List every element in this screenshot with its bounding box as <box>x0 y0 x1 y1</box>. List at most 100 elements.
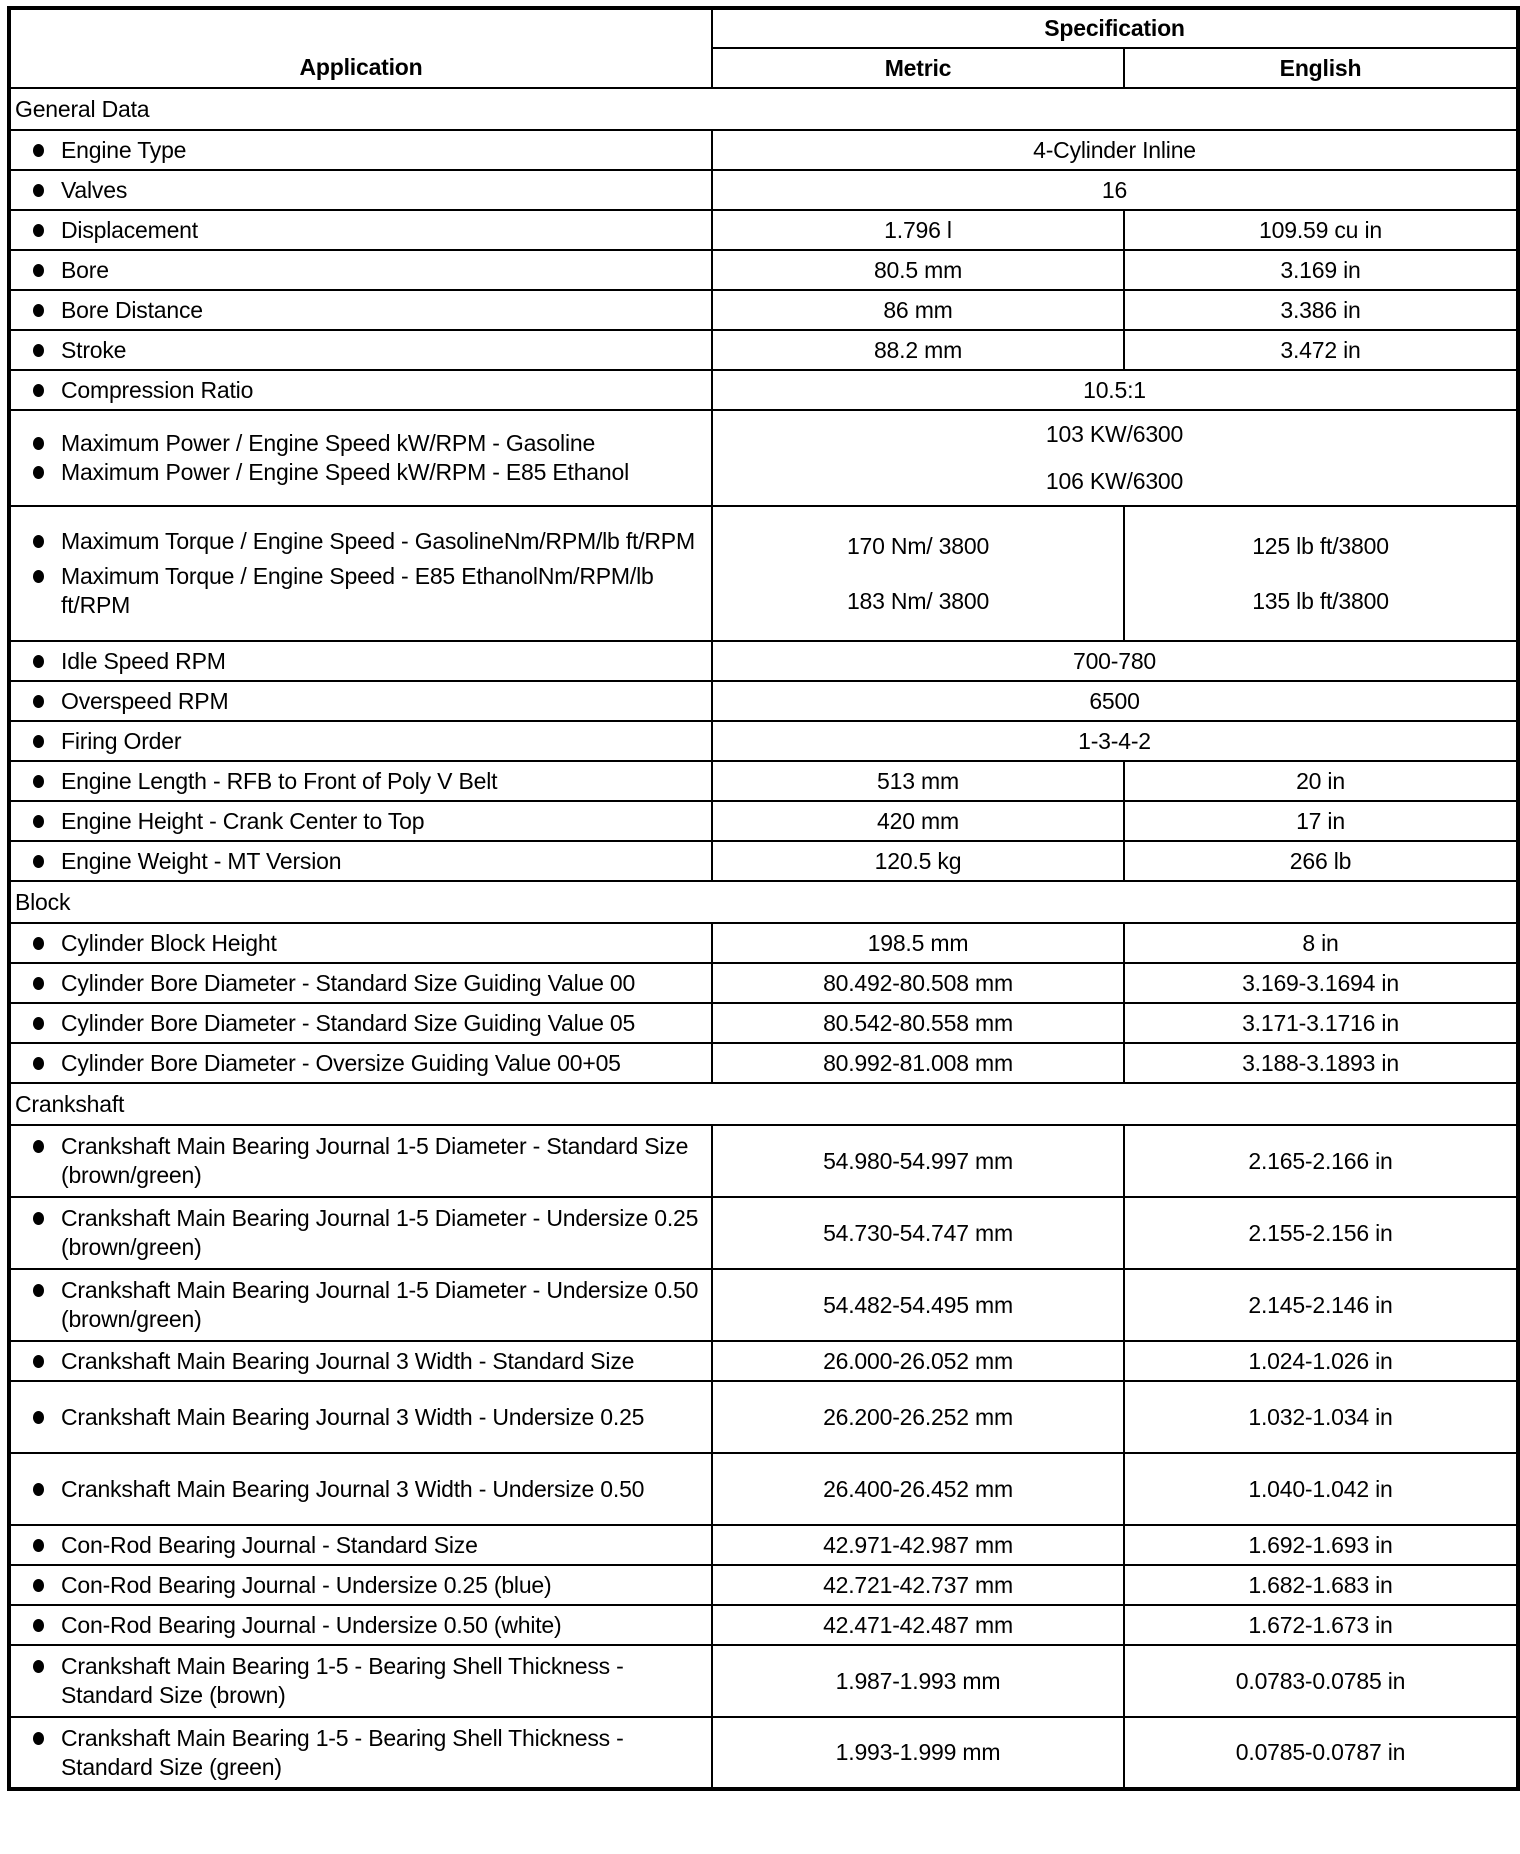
bullet-icon <box>33 1731 44 1745</box>
metric-cell: 1.796 l <box>711 209 1125 251</box>
metric-cell: 80.992-81.008 mm <box>711 1042 1125 1084</box>
bullet-item: Compression Ratio <box>33 376 707 405</box>
bullet-icon <box>33 1016 44 1030</box>
bullet-item: Firing Order <box>33 727 707 756</box>
bullet-item: Con-Rod Bearing Journal - Undersize 0.25… <box>33 1571 707 1600</box>
bullet-icon <box>33 854 44 868</box>
english-cell-value: 3.169 in <box>1280 256 1361 283</box>
metric-cell-value: 513 mm <box>877 767 959 794</box>
metric-cell: 26.000-26.052 mm <box>711 1340 1125 1382</box>
application-cell: Engine Height - Crank Center to Top <box>8 800 713 842</box>
metric-cell-value: 80.992-81.008 mm <box>823 1049 1013 1076</box>
section-row: General Data <box>7 87 1520 131</box>
application-cell: Con-Rod Bearing Journal - Undersize 0.50… <box>8 1604 713 1646</box>
english-cell: 20 in <box>1122 760 1520 802</box>
bullet-icon <box>33 734 44 748</box>
specification-cell-value: 6500 <box>1089 687 1140 714</box>
bullet-item: Cylinder Bore Diameter - Standard Size G… <box>33 969 707 998</box>
application-label: Displacement <box>61 216 198 243</box>
bullet-icon <box>33 1618 44 1632</box>
specification-cell-value: 10.5:1 <box>1083 376 1146 403</box>
spec-row: Crankshaft Main Bearing Journal 3 Width … <box>8 1340 1520 1382</box>
english-cell-value: 109.59 cu in <box>1259 216 1382 243</box>
metric-cell-value: 1.993-1.999 mm <box>835 1739 1001 1765</box>
application-cell: Cylinder Block Height <box>8 922 713 964</box>
specification-cell-value: 106 KW/6300 <box>1045 468 1184 494</box>
application-cell: Engine Length - RFB to Front of Poly V B… <box>8 760 713 802</box>
bullet-item: Valves <box>33 176 707 205</box>
spec-row: Stroke 88.2 mm 3.472 in <box>8 329 1520 371</box>
application-cell: Crankshaft Main Bearing 1-5 - Bearing Sh… <box>8 1716 713 1790</box>
application-label: Crankshaft Main Bearing 1-5 - Bearing Sh… <box>61 1653 624 1708</box>
metric-cell-value: 54.482-54.495 mm <box>823 1291 1013 1318</box>
application-label: Maximum Power / Engine Speed kW/RPM - Ga… <box>61 430 596 456</box>
metric-cell-value: 80.5 mm <box>873 256 963 283</box>
bullet-icon <box>33 694 44 708</box>
metric-cell: 1.993-1.999 mm <box>711 1716 1125 1790</box>
application-label: Con-Rod Bearing Journal - Undersize 0.50… <box>61 1611 562 1638</box>
application-cell: Crankshaft Main Bearing Journal 3 Width … <box>8 1380 713 1454</box>
header-metric: Metric <box>711 47 1125 89</box>
application-cell: Engine Type <box>8 129 713 171</box>
bullet-icon <box>33 303 44 317</box>
english-cell: 2.165-2.166 in <box>1122 1124 1520 1198</box>
header-specification: Specification <box>710 7 1520 49</box>
application-label: Con-Rod Bearing Journal - Undersize 0.25… <box>61 1571 552 1598</box>
bullet-icon <box>33 343 44 357</box>
bullet-icon <box>33 1212 44 1225</box>
spec-row: Maximum Power / Engine Speed kW/RPM - Ga… <box>8 409 1520 507</box>
metric-cell: 42.471-42.487 mm <box>711 1604 1125 1646</box>
application-label: Con-Rod Bearing Journal - Standard Size <box>61 1531 478 1558</box>
bullet-icon <box>33 437 44 450</box>
metric-cell-value: 42.471-42.487 mm <box>823 1611 1013 1638</box>
english-cell-value: 3.171-3.1716 in <box>1242 1009 1399 1036</box>
bullet-icon <box>33 654 44 668</box>
application-cell: Crankshaft Main Bearing Journal 3 Width … <box>8 1452 713 1526</box>
application-label: Cylinder Bore Diameter - Oversize Guidin… <box>61 1049 621 1076</box>
application-cell: Stroke <box>8 329 713 371</box>
bullet-item: Maximum Power / Engine Speed kW/RPM - E8… <box>33 458 707 487</box>
metric-cell: 26.200-26.252 mm <box>711 1380 1125 1454</box>
spec-row: Crankshaft Main Bearing Journal 1-5 Diam… <box>8 1196 1520 1270</box>
metric-cell: 54.730-54.747 mm <box>711 1196 1125 1270</box>
application-label: Engine Type <box>61 136 187 163</box>
metric-cell: 120.5 kg <box>711 840 1125 882</box>
application-label: Crankshaft Main Bearing Journal 1-5 Diam… <box>61 1133 689 1188</box>
bullet-icon <box>33 976 44 990</box>
spec-row: Con-Rod Bearing Journal - Undersize 0.25… <box>8 1564 1520 1606</box>
english-cell-value: 8 in <box>1302 929 1339 956</box>
spec-row: Engine Type 4-Cylinder Inline <box>8 129 1520 171</box>
spec-row: Maximum Torque / Engine Speed - Gasoline… <box>8 505 1520 642</box>
english-cell-value: 2.165-2.166 in <box>1248 1147 1393 1174</box>
application-label: Engine Length - RFB to Front of Poly V B… <box>61 767 498 794</box>
english-cell-value: 266 lb <box>1289 847 1352 874</box>
english-cell: 1.692-1.693 in <box>1122 1524 1520 1566</box>
english-cell: 17 in <box>1122 800 1520 842</box>
application-cell: Crankshaft Main Bearing Journal 1-5 Diam… <box>8 1268 713 1342</box>
english-cell-value: 2.155-2.156 in <box>1248 1219 1393 1246</box>
bullet-item: Cylinder Bore Diameter - Oversize Guidin… <box>33 1049 707 1078</box>
english-cell: 1.032-1.034 in <box>1122 1380 1520 1454</box>
english-cell: 0.0785-0.0787 in <box>1122 1716 1520 1790</box>
metric-cell-value: 420 mm <box>877 807 959 834</box>
bullet-icon <box>33 1410 44 1424</box>
specification-cell: 6500 <box>710 680 1520 722</box>
application-label: Crankshaft Main Bearing Journal 1-5 Diam… <box>61 1277 699 1332</box>
metric-cell-value: 26.200-26.252 mm <box>823 1403 1013 1430</box>
application-cell: Idle Speed RPM <box>8 640 713 682</box>
engine-specifications-table: Application Specification Metric English… <box>7 6 1520 1791</box>
bullet-item: Engine Length - RFB to Front of Poly V B… <box>33 767 707 796</box>
spec-row: Crankshaft Main Bearing Journal 1-5 Diam… <box>8 1268 1520 1342</box>
specification-cell-value: 1-3-4-2 <box>1078 727 1151 754</box>
application-label: Valves <box>61 176 128 203</box>
application-label: Cylinder Block Height <box>61 929 277 956</box>
application-label: Firing Order <box>61 727 182 754</box>
english-cell-value: 3.386 in <box>1280 296 1361 323</box>
application-cell: Displacement <box>8 209 713 251</box>
metric-cell-value: 183 Nm/ 3800 <box>846 587 990 614</box>
application-cell: Crankshaft Main Bearing 1-5 - Bearing Sh… <box>8 1644 713 1718</box>
metric-cell-value: 198.5 mm <box>867 929 969 956</box>
application-label: Maximum Torque / Engine Speed - Gasoline… <box>61 528 695 554</box>
english-cell-value: 1.672-1.673 in <box>1248 1611 1393 1638</box>
application-cell: Cylinder Bore Diameter - Standard Size G… <box>8 962 713 1004</box>
